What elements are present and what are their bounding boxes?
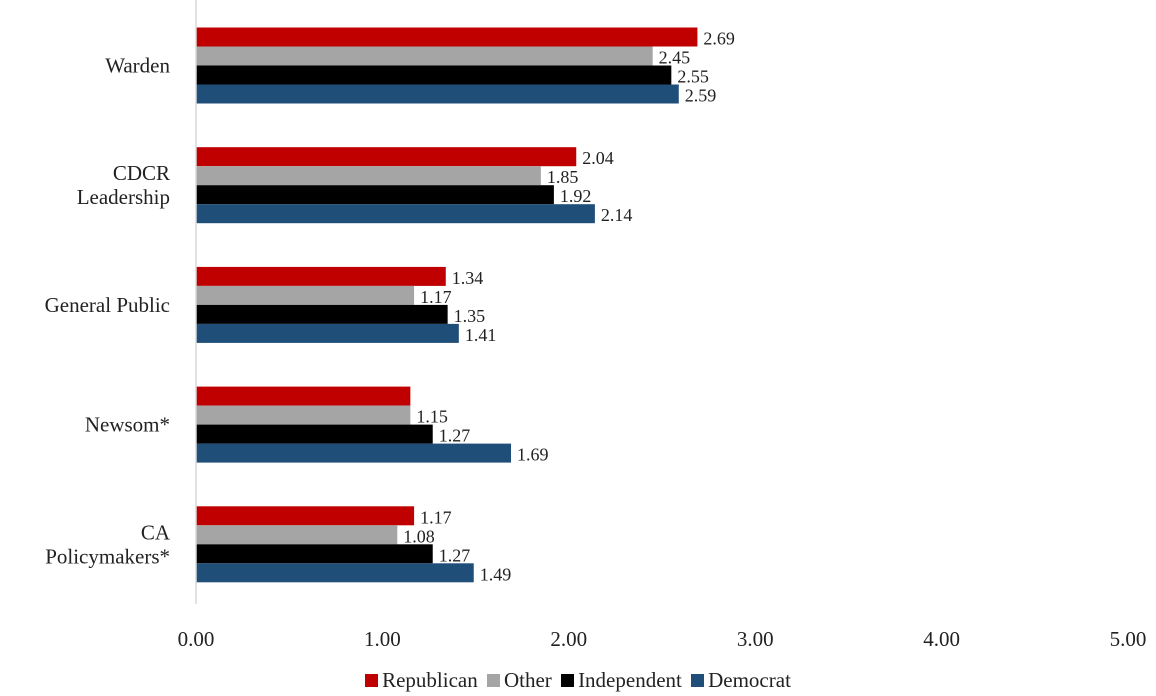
value-label-democrat-ca-policymakers: 1.49 bbox=[480, 564, 512, 584]
value-label-other-general-public: 1.17 bbox=[420, 287, 452, 307]
value-label-other-newsom: 1.15 bbox=[416, 407, 448, 427]
bar-republican-ca-policymakers bbox=[196, 506, 415, 526]
bar-republican-warden bbox=[196, 27, 698, 47]
legend-swatch-republican bbox=[365, 674, 379, 687]
category-label-newsom: Newsom* bbox=[85, 413, 170, 437]
legend-label-democrat: Democrat bbox=[708, 668, 791, 692]
x-tick-label-5-00: 5.00 bbox=[1110, 627, 1147, 651]
value-label-republican-ca-policymakers: 1.17 bbox=[420, 507, 452, 527]
value-label-other-ca-policymakers: 1.08 bbox=[403, 526, 435, 546]
bar-other-ca-policymakers bbox=[196, 525, 398, 545]
legend: Republican Other Independent Democrat bbox=[0, 668, 1156, 693]
legend-label-other: Other bbox=[503, 668, 552, 692]
legend-swatch-democrat bbox=[691, 674, 705, 687]
legend-item-democrat: Democrat bbox=[691, 668, 791, 693]
value-label-independent-cdcr-leadership: 1.92 bbox=[560, 186, 592, 206]
bar-democrat-cdcr-leadership bbox=[196, 204, 595, 224]
x-tick-label-1-00: 1.00 bbox=[364, 627, 401, 651]
bar-democrat-ca-policymakers bbox=[196, 563, 474, 583]
bar-other-cdcr-leadership bbox=[196, 166, 541, 186]
bar-chart: 2.692.452.552.592.041.851.922.141.341.17… bbox=[45, 0, 1147, 651]
x-tick-label-2-00: 2.00 bbox=[550, 627, 587, 651]
x-tick-label-4-00: 4.00 bbox=[923, 627, 960, 651]
value-label-democrat-general-public: 1.41 bbox=[465, 325, 497, 345]
bar-republican-general-public bbox=[196, 266, 446, 286]
value-label-independent-ca-policymakers: 1.27 bbox=[439, 545, 471, 565]
category-label-cdcr-leadership-line-2: Leadership bbox=[77, 185, 170, 209]
value-label-democrat-warden: 2.59 bbox=[685, 86, 717, 106]
category-label-ca-policymakers-line-2: Policymakers* bbox=[45, 544, 170, 568]
legend-item-independent: Independent bbox=[561, 668, 682, 693]
category-label-warden: Warden bbox=[105, 54, 170, 78]
value-label-democrat-newsom: 1.69 bbox=[517, 445, 549, 465]
x-tick-labels-group: 0.00 1.00 2.00 3.00 4.00 5.00 bbox=[178, 627, 1147, 651]
bar-other-general-public bbox=[196, 285, 415, 305]
value-label-republican-warden: 2.69 bbox=[703, 29, 735, 49]
legend-label-republican: Republican bbox=[382, 668, 478, 692]
bar-democrat-newsom bbox=[196, 443, 512, 463]
bar-other-warden bbox=[196, 46, 653, 66]
value-label-other-cdcr-leadership: 1.85 bbox=[547, 167, 579, 187]
legend-item-other: Other bbox=[486, 668, 552, 693]
bars-group bbox=[196, 27, 698, 583]
legend-item-republican: Republican bbox=[365, 668, 478, 693]
value-label-democrat-cdcr-leadership: 2.14 bbox=[601, 205, 633, 225]
bar-independent-cdcr-leadership bbox=[196, 185, 554, 205]
x-tick-label-0-00: 0.00 bbox=[178, 627, 215, 651]
bar-republican-cdcr-leadership bbox=[196, 147, 577, 167]
bar-independent-newsom bbox=[196, 424, 433, 444]
category-label-ca-policymakers-line-1: CA bbox=[141, 520, 171, 544]
bar-democrat-general-public bbox=[196, 323, 459, 343]
bar-independent-ca-policymakers bbox=[196, 544, 433, 564]
value-label-independent-general-public: 1.35 bbox=[454, 306, 486, 326]
bar-independent-general-public bbox=[196, 304, 448, 324]
bar-other-newsom bbox=[196, 405, 411, 425]
value-labels-group: 2.692.452.552.592.041.851.922.141.341.17… bbox=[403, 29, 735, 585]
bar-independent-warden bbox=[196, 65, 672, 85]
value-label-republican-cdcr-leadership: 2.04 bbox=[582, 148, 614, 168]
value-label-republican-general-public: 1.34 bbox=[452, 268, 484, 288]
x-tick-label-3-00: 3.00 bbox=[737, 627, 774, 651]
category-label-cdcr-leadership-line-1: CDCR bbox=[113, 161, 170, 185]
bar-democrat-warden bbox=[196, 84, 679, 104]
value-label-other-warden: 2.45 bbox=[659, 48, 691, 68]
legend-swatch-other bbox=[486, 674, 500, 687]
bar-republican-newsom bbox=[196, 386, 411, 406]
value-label-independent-newsom: 1.27 bbox=[439, 426, 471, 446]
category-label-general-public: General Public bbox=[45, 293, 170, 317]
value-label-independent-warden: 2.55 bbox=[677, 67, 709, 87]
legend-label-independent: Independent bbox=[578, 668, 682, 692]
legend-swatch-independent bbox=[561, 674, 575, 687]
